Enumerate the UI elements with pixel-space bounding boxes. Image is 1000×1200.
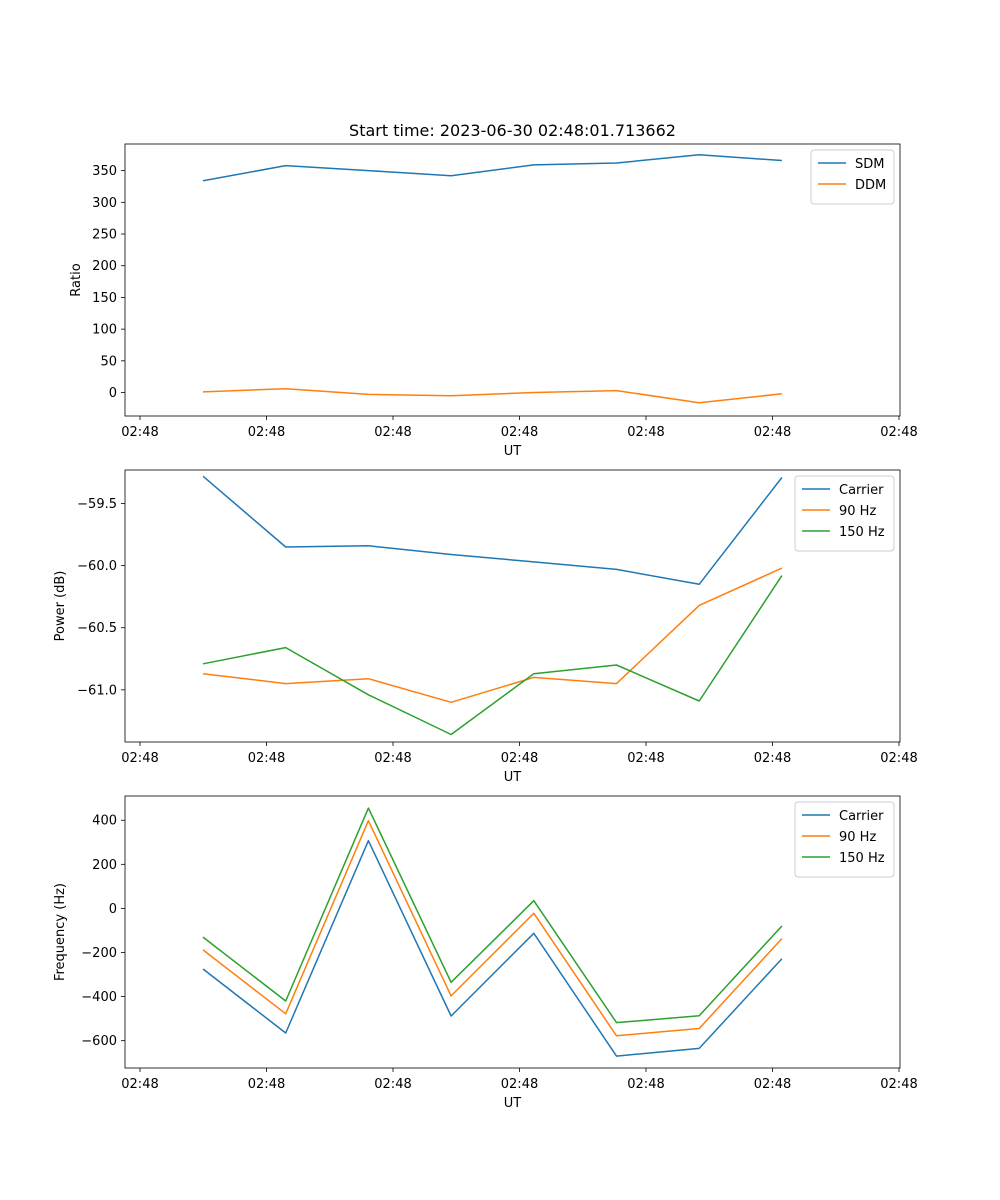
x-tick-label: 02:48	[880, 425, 917, 440]
y-tick-label: 0	[109, 902, 117, 917]
y-axis-label: Ratio	[69, 263, 84, 296]
series-line-ddm	[202, 387, 782, 404]
x-tick-label: 02:48	[627, 751, 664, 766]
legend-box	[794, 475, 895, 552]
series-line-150-hz	[202, 807, 783, 1024]
x-tick-label: 02:48	[501, 1077, 538, 1092]
legend-box	[794, 801, 895, 878]
legend-label: SDM	[855, 157, 884, 172]
axes-frame	[124, 143, 901, 417]
y-axis-label: Frequency (Hz)	[53, 883, 68, 981]
x-tick-label: 02:48	[248, 751, 285, 766]
y-tick-label: −600	[81, 1034, 117, 1049]
y-tick-label: 150	[92, 291, 117, 306]
y-tick-label: 100	[92, 323, 117, 338]
x-axis-label: UT	[504, 1096, 522, 1111]
y-tick-label: −60.5	[77, 621, 117, 636]
chart-panel-2: 02:4802:4802:4802:4802:4802:4802:4802:49…	[53, 469, 918, 785]
legend-label: 150 Hz	[839, 851, 885, 866]
y-tick-label: 350	[92, 164, 117, 179]
y-tick-label: −61.0	[77, 683, 117, 698]
x-tick-label: 02:48	[121, 425, 158, 440]
x-tick-label: 02:48	[754, 425, 791, 440]
y-tick-label: 250	[92, 228, 117, 243]
legend: SDM DDM	[810, 149, 895, 205]
x-tick-label: 02:48	[627, 1077, 664, 1092]
chart-panel-1: 02:4802:4802:4802:4802:4802:4802:4802:49…	[69, 143, 918, 459]
legend: Carrier 90 Hz 150 Hz	[794, 475, 895, 552]
y-tick-label: 300	[92, 196, 117, 211]
series-line-90-hz	[202, 819, 783, 1037]
axes-frame	[124, 795, 901, 1069]
y-tick-label: −59.5	[77, 497, 117, 512]
y-tick-label: 0	[109, 386, 117, 401]
x-tick-label: 02:48	[374, 1077, 411, 1092]
x-tick-label: 02:48	[374, 751, 411, 766]
figure-title: Start time: 2023-06-30 02:48:01.713662	[349, 121, 676, 140]
y-tick-label: 200	[92, 858, 117, 873]
y-axis-label: Power (dB)	[53, 571, 68, 642]
x-tick-label: 02:48	[501, 751, 538, 766]
x-tick-label: 02:48	[880, 751, 917, 766]
legend: Carrier 90 Hz 150 Hz	[794, 801, 895, 878]
x-tick-label: 02:48	[754, 1077, 791, 1092]
series-line-90-hz	[202, 567, 783, 704]
y-tick-label: −60.0	[77, 559, 117, 574]
x-tick-label: 02:48	[627, 425, 664, 440]
series-line-sdm	[202, 154, 782, 182]
series-line-150-hz	[202, 575, 783, 736]
series-line-carrier	[202, 475, 783, 586]
legend-label: Carrier	[839, 809, 884, 824]
x-tick-label: 02:48	[501, 425, 538, 440]
x-tick-label: 02:48	[374, 425, 411, 440]
y-tick-label: −200	[81, 946, 117, 961]
y-tick-label: 50	[100, 354, 117, 369]
y-tick-label: −400	[81, 990, 117, 1005]
y-tick-label: 400	[92, 814, 117, 829]
legend-label: 150 Hz	[839, 525, 885, 540]
legend-label: 90 Hz	[839, 504, 876, 519]
x-tick-label: 02:48	[754, 751, 791, 766]
x-tick-label: 02:48	[248, 1077, 285, 1092]
x-tick-label: 02:48	[880, 1077, 917, 1092]
x-tick-label: 02:48	[248, 425, 285, 440]
legend-label: DDM	[855, 178, 886, 193]
x-tick-label: 02:48	[121, 751, 158, 766]
chart-panel-3: 02:4802:4802:4802:4802:4802:4802:4802:49…	[53, 795, 918, 1111]
legend-label: 90 Hz	[839, 830, 876, 845]
legend-label: Carrier	[839, 483, 884, 498]
series-line-carrier	[202, 839, 783, 1057]
x-axis-label: UT	[504, 770, 522, 785]
x-tick-label: 02:48	[121, 1077, 158, 1092]
x-axis-label: UT	[504, 444, 522, 459]
axes-frame	[124, 469, 901, 743]
y-tick-label: 200	[92, 259, 117, 274]
panels: 02:4802:4802:4802:4802:4802:4802:4802:49…	[53, 143, 918, 1111]
